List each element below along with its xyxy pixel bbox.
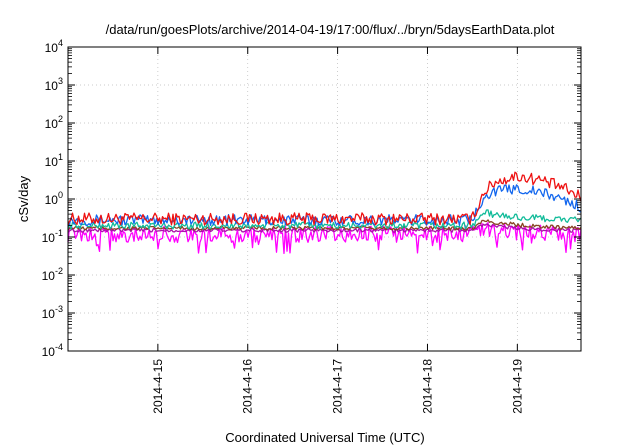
y-tick-label: 10-2 — [42, 266, 63, 283]
series-line — [67, 221, 582, 255]
y-tick-label: 101 — [45, 152, 63, 169]
y-tick-label: 10-4 — [42, 342, 63, 359]
series-line — [67, 219, 582, 231]
chart-title: /data/run/goesPlots/archive/2014-04-19/1… — [106, 22, 555, 37]
x-tick-label: 2014-4-19 — [510, 359, 524, 414]
x-tick-label: 2014-4-16 — [241, 359, 255, 414]
series-line — [67, 171, 582, 226]
y-tick-label: 100 — [45, 190, 63, 207]
series-group — [67, 171, 582, 255]
series-line — [67, 223, 582, 233]
y-tick-label: 102 — [45, 114, 63, 131]
x-tick-label: 2014-4-18 — [420, 359, 434, 414]
y-axis: 10-4 10-3 10-2 10-1 100 101 102 103 104 — [42, 38, 581, 359]
series-line — [67, 209, 582, 230]
y-axis-label: cSv/day — [16, 175, 31, 222]
x-tick-label: 2014-4-17 — [331, 359, 345, 414]
y-tick-label: 10-1 — [42, 228, 63, 245]
y-tick-label: 10-3 — [42, 304, 63, 321]
x-tick-label: 2014-4-15 — [151, 359, 165, 414]
y-tick-label: 104 — [45, 38, 63, 55]
y-tick-label: 103 — [45, 76, 63, 93]
x-axis-label: Coordinated Universal Time (UTC) — [225, 430, 424, 445]
x-axis: 2014-4-15 2014-4-16 2014-4-17 2014-4-18 2014… — [151, 47, 524, 414]
grid — [68, 47, 581, 351]
